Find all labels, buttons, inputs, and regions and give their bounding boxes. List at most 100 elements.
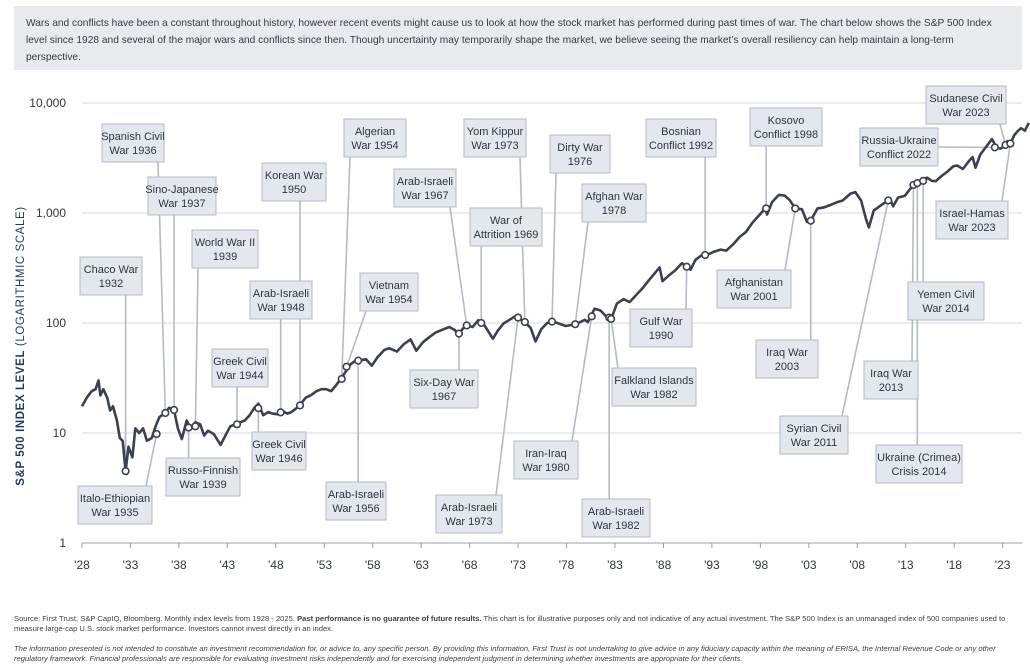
event-marker (701, 250, 710, 260)
event-marker (232, 420, 242, 429)
y-tick-label: 10,000 (29, 96, 66, 110)
y-axis-title: S&P 500 INDEX LEVEL (LOGARITHMIC SCALE) (15, 206, 27, 485)
svg-text:S&P 500 INDEX LEVEL (LOGARITHM: S&P 500 INDEX LEVEL (LOGARITHMIC SCALE) (15, 206, 27, 485)
annotation-label: Algerian War 1954 (351, 126, 398, 152)
annotation-box (581, 498, 651, 538)
annotation-box (165, 457, 241, 497)
annotation-label: Arab-Israeli War 1956 (328, 489, 384, 515)
event-marker (791, 204, 800, 213)
annotation-box (251, 431, 307, 471)
annotation-box (907, 281, 985, 321)
annotation-label: Sudanese Civil War 2023 (929, 93, 1002, 119)
annotation-box (101, 123, 165, 163)
x-tick-label: '13 (898, 558, 914, 572)
event-marker (295, 401, 305, 410)
annotation-box (581, 183, 647, 223)
annotation-label: Greek Civil War 1944 (213, 356, 267, 382)
annotation-box (875, 444, 963, 484)
annotation-label: Ukraine (Crimea) Crisis 2014 (877, 452, 961, 478)
x-tick-label: '08 (849, 558, 865, 572)
leader-line (571, 316, 593, 442)
sp500-war-chart: S&P 500 INDEX LEVEL (LOGARITHMIC SCALE) … (15, 85, 1030, 572)
annotation-box (261, 162, 327, 202)
annotation-box (191, 229, 259, 269)
annotation-labels: Spanish Civil War 1936 Sino-Japanese War 19… (77, 85, 1009, 538)
event-marker (919, 176, 928, 185)
leader-line (495, 317, 519, 496)
intro-text-box: Wars and conflicts have been a constant … (14, 6, 1022, 70)
x-axis-ticks: '28 '33 '38 '43 '48 '53 '58 '63 '68 '73 '78 '83 '88 '… (74, 543, 1011, 572)
event-marker (169, 405, 179, 415)
x-tick-label: '48 (268, 558, 284, 572)
annotation-box (629, 308, 693, 348)
annotation-label: Russia-Ukraine Conflict 2022 (861, 135, 936, 161)
y-tick-label: 100 (46, 316, 66, 330)
event-marker (990, 143, 999, 152)
annotation-label: Arab-Israeli War 1948 (253, 288, 309, 314)
x-tick-label: '23 (995, 558, 1011, 572)
event-marker (254, 404, 263, 413)
x-tick-label: '63 (413, 558, 429, 572)
event-marker (477, 318, 486, 328)
annotation-box (755, 339, 819, 379)
annotation-box (325, 481, 387, 521)
y-axis-title-bold: S&P 500 INDEX LEVEL (15, 350, 27, 486)
x-tick-label: '18 (946, 558, 962, 572)
annotation-label: Afghan War 1978 (585, 191, 643, 217)
annotation-label: Russo-Finnish War 1939 (168, 465, 238, 491)
event-marker (607, 314, 616, 323)
annotation-label: Israel-Hamas War 2023 (939, 208, 1005, 234)
x-tick-label: '93 (704, 558, 720, 572)
annotation-markers (121, 139, 1015, 476)
x-tick-label: '03 (801, 558, 817, 572)
x-tick-label: '43 (220, 558, 236, 572)
annotation-label: Afghanistan War 2001 (725, 277, 783, 303)
annotation-box (147, 176, 217, 216)
annotation-label: Falkland Islands War 1982 (614, 375, 694, 401)
x-tick-label: '88 (656, 558, 672, 572)
source-note: Source: First Trust, S&P CapIQ, Bloomber… (14, 614, 1022, 634)
annotation-box (469, 207, 543, 247)
x-tick-label: '53 (316, 558, 332, 572)
annotation-box (513, 440, 579, 480)
event-marker (587, 312, 596, 321)
annotation-label: Sino-Japanese War 1937 (145, 184, 218, 210)
annotation-box (645, 118, 717, 158)
annotation-label: Greek Civil War 1946 (252, 439, 306, 465)
event-marker (191, 422, 200, 431)
annotation-label: Yemen Civil War 2014 (917, 289, 975, 315)
y-tick-label: 1,000 (36, 206, 66, 220)
source-bold: Past performance is no guarantee of futu… (297, 614, 482, 623)
event-marker (682, 262, 691, 271)
y-tick-label: 1 (59, 536, 66, 550)
event-marker (462, 321, 471, 330)
annotation-box (463, 118, 527, 158)
annotation-label: Kosovo Conflict 1998 (754, 115, 818, 141)
annotation-label: Arab-Israeli War 1967 (397, 176, 453, 202)
annotation-label: Yom Kippur War 1973 (467, 126, 524, 152)
annotation-label: Spanish Civil War 1936 (101, 131, 165, 157)
annotation-box (749, 107, 823, 147)
event-marker (276, 408, 285, 417)
annotation-box (716, 269, 792, 309)
annotation-box (79, 256, 143, 296)
leader-line (610, 318, 619, 369)
event-marker (342, 362, 351, 371)
leader-line (340, 156, 351, 379)
leader-line (911, 184, 915, 362)
source-lead: Source: First Trust, S&P CapIQ, Bloomber… (14, 614, 298, 623)
event-marker (884, 196, 893, 205)
event-marker (121, 467, 130, 476)
x-tick-label: '78 (559, 558, 575, 572)
x-tick-label: '68 (462, 558, 478, 572)
event-marker (354, 356, 363, 365)
y-axis-ticks: 1 10 100 1,000 10,000 (29, 96, 66, 550)
event-marker (762, 204, 771, 213)
x-tick-label: '58 (365, 558, 381, 572)
leader-line (194, 267, 199, 427)
annotation-label: Vietnam War 1954 (365, 280, 412, 306)
annotation-box (863, 360, 919, 400)
leader-line (345, 310, 367, 368)
annotation-label: Bosnian Conflict 1992 (649, 126, 713, 152)
disclaimer-note: The information presented is not intende… (14, 644, 996, 663)
